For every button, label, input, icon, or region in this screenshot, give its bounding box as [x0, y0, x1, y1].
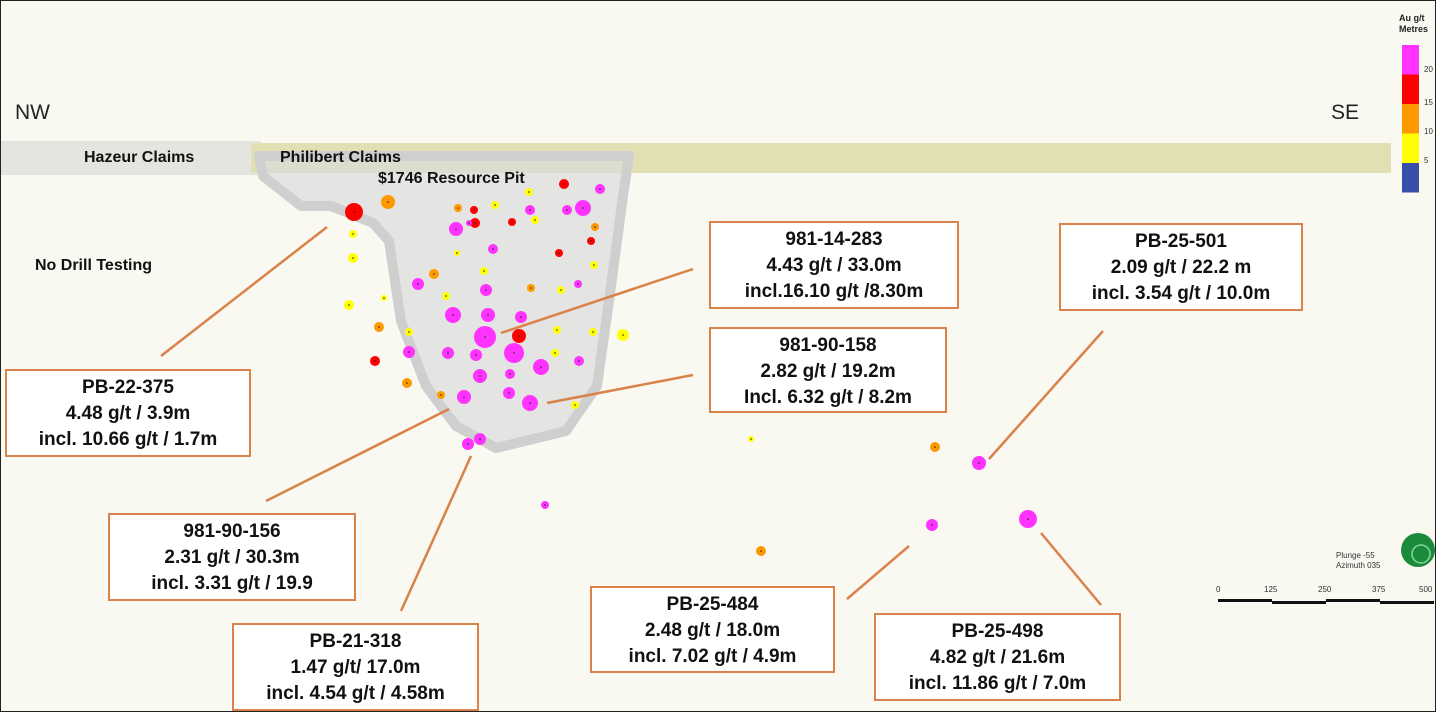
orientation-text: Plunge -55 Azimuth 035	[1336, 551, 1380, 571]
scale-tick: 250	[1318, 585, 1332, 594]
leader-line	[546, 373, 694, 405]
sub-intercept: incl. 3.31 g/t / 19.9	[151, 573, 313, 594]
leader-lines	[160, 226, 1104, 612]
leader-line	[265, 407, 450, 503]
legend-title: Au g/t Metres	[1399, 13, 1428, 35]
legend-swatch	[1402, 45, 1419, 75]
intercept: 4.43 g/t / 33.0m	[766, 255, 902, 276]
scale-bar	[1218, 599, 1434, 604]
hazeur-claims-label: Hazeur Claims	[84, 149, 195, 166]
hole-id: 981-90-156	[183, 521, 281, 542]
callout-pb-25-484: PB-25-484 2.48 g/t / 18.0m incl. 7.02 g/t …	[590, 586, 835, 673]
sub-intercept: incl. 10.66 g/t / 1.7m	[38, 429, 218, 450]
intercept: 2.09 g/t / 22.2 m	[1110, 257, 1252, 278]
intercept: 2.82 g/t / 19.2m	[760, 361, 896, 382]
scale-tick: 125	[1264, 585, 1278, 594]
sub-intercept: incl. 3.54 g/t / 10.0m	[1091, 283, 1271, 304]
legend-swatch	[1402, 163, 1419, 193]
callout-981-14-283: 981-14-283 4.43 g/t / 33.0m incl.16.10 g/t…	[709, 221, 959, 309]
no-drill-testing-label: No Drill Testing	[35, 257, 153, 274]
intercept: 4.48 g/t / 3.9m	[65, 403, 191, 424]
sub-intercept: incl. 4.54 g/t / 4.58m	[266, 683, 445, 704]
leader-line	[160, 226, 328, 357]
hole-id: 981-14-283	[785, 229, 883, 250]
hole-id: PB-25-484	[666, 594, 759, 615]
hole-id: PB-25-498	[951, 621, 1044, 642]
legend-swatch	[1402, 133, 1419, 163]
hole-id: 981-90-158	[779, 335, 877, 356]
legend-tick: 15	[1424, 98, 1433, 107]
hole-id: PB-21-318	[309, 631, 402, 652]
legend-title-metres: Metres	[1399, 24, 1429, 34]
scale-tick: 375	[1372, 585, 1386, 594]
sub-intercept: incl. 11.86 g/t / 7.0m	[908, 673, 1087, 694]
leader-line	[988, 330, 1104, 460]
orientation-sphere-icon	[1401, 533, 1435, 567]
intercept-points	[344, 179, 1037, 556]
legend-tick: 10	[1424, 127, 1433, 136]
intercept: 4.82 g/t / 21.6m	[929, 647, 1066, 668]
legend-swatch	[1402, 74, 1419, 104]
leader-line	[399, 455, 473, 612]
callout-pb-25-501: PB-25-501 2.09 g/t / 22.2 m incl. 3.54 g/t…	[1059, 223, 1303, 311]
intercept: 2.31 g/t / 30.3m	[164, 547, 300, 568]
nw-direction: NW	[15, 101, 50, 124]
legend-tick: 5	[1424, 156, 1429, 165]
intercept: 2.48 g/t / 18.0m	[644, 620, 781, 641]
legend-swatch	[1402, 104, 1419, 134]
hole-id: PB-25-501	[1135, 231, 1227, 252]
leader-line	[846, 545, 910, 600]
philibert-claims-label: Philibert Claims	[280, 149, 401, 166]
plunge: Plunge -55	[1336, 551, 1375, 560]
resource-pit-label: $1746 Resource Pit	[378, 170, 525, 187]
callout-981-90-158: 981-90-158 2.82 g/t / 19.2m Incl. 6.32 g/t…	[709, 327, 947, 413]
leader-line	[500, 267, 694, 335]
hazeur-claims-band	[1, 141, 261, 175]
legend-tick: 20	[1424, 65, 1433, 74]
azimuth: Azimuth 035	[1336, 561, 1381, 570]
callout-pb-25-498: PB-25-498 4.82 g/t / 21.6m incl. 11.86 g/t…	[874, 613, 1121, 701]
sub-intercept: Incl. 6.32 g/t / 8.2m	[744, 387, 912, 408]
legend-colorbar	[1402, 45, 1419, 193]
sub-intercept: incl.16.10 g/t /8.30m	[744, 281, 924, 302]
scale-tick: 500	[1419, 585, 1433, 594]
callout-981-90-156: 981-90-156 2.31 g/t / 30.3m incl. 3.31 g/t…	[108, 513, 356, 601]
scale-tick: 0	[1216, 585, 1221, 594]
resource-pit-shell	[254, 151, 634, 453]
intercept: 1.47 g/t/ 17.0m	[290, 657, 421, 678]
se-direction: SE	[1331, 101, 1360, 124]
callout-pb-22-375: PB-22-375 4.48 g/t / 3.9m incl. 10.66 g/t …	[5, 369, 251, 457]
legend-title-unit: Au g/t	[1399, 13, 1425, 23]
callout-pb-21-318: PB-21-318 1.47 g/t/ 17.0m incl. 4.54 g/t /…	[232, 623, 479, 711]
hole-id: PB-22-375	[82, 377, 174, 398]
leader-line	[1040, 532, 1102, 606]
sub-intercept: incl. 7.02 g/t / 4.9m	[628, 646, 797, 667]
